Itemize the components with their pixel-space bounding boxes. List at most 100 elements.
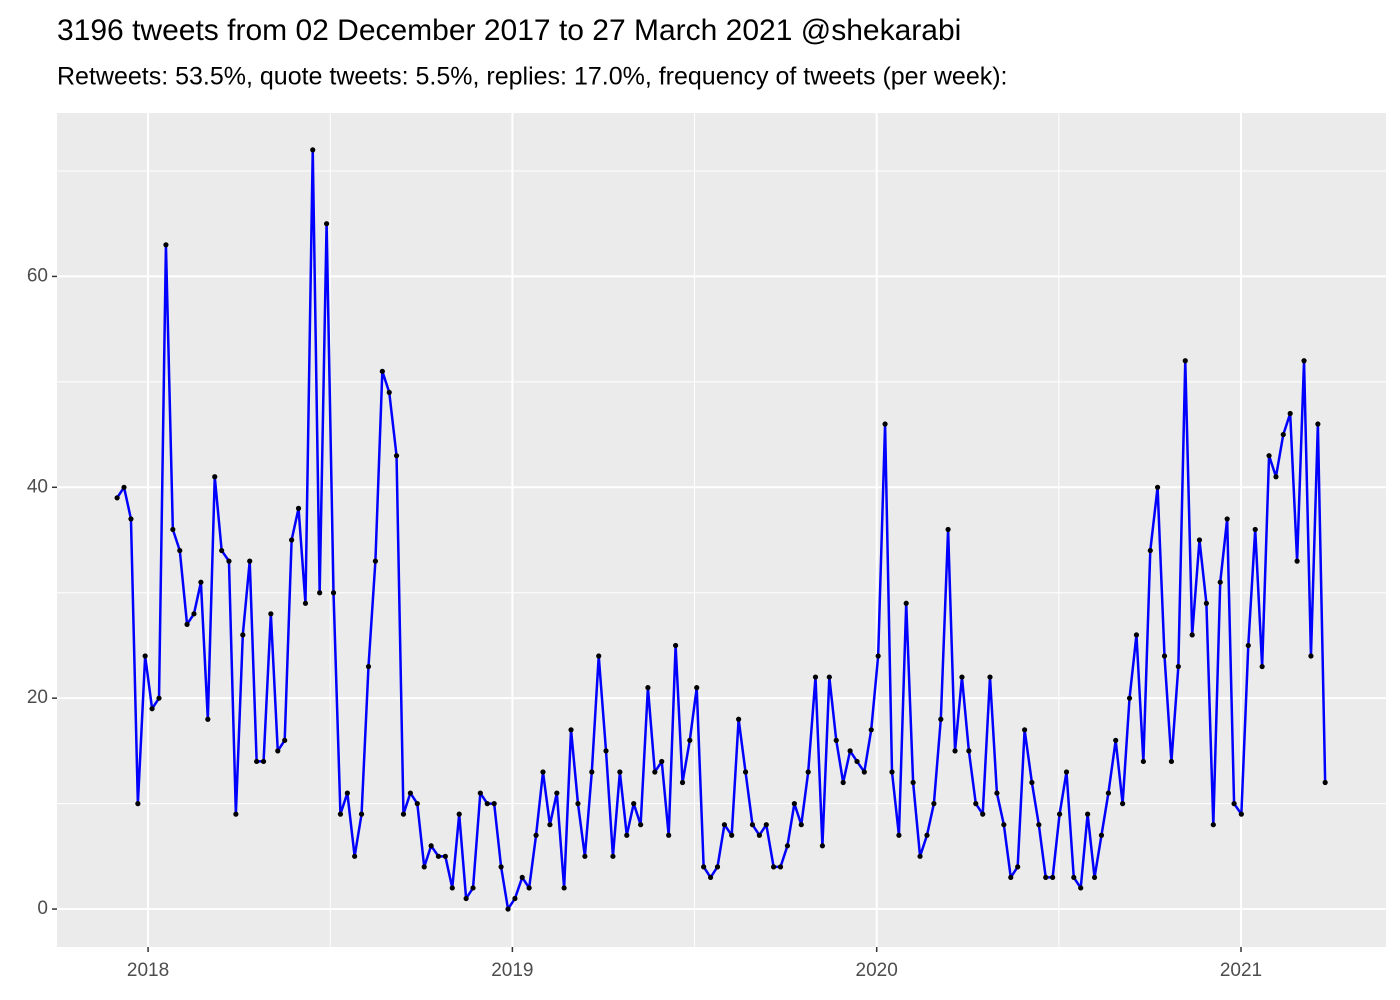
data-point [1196, 537, 1203, 543]
data-point [1098, 832, 1105, 838]
x-tick-label: 2020 [856, 960, 898, 981]
data-point [184, 621, 190, 627]
data-point [400, 811, 407, 817]
data-point [959, 674, 965, 680]
data-point [1322, 779, 1328, 786]
data-point [505, 906, 511, 912]
data-point [931, 801, 937, 807]
data-point [1126, 695, 1133, 701]
data-point [610, 853, 616, 859]
data-point [952, 748, 958, 754]
data-point [379, 368, 385, 374]
data-point [973, 801, 979, 807]
y-tick-label: 60 [27, 265, 48, 286]
data-point [1294, 558, 1300, 564]
data-point [561, 885, 567, 891]
data-point [1120, 801, 1126, 807]
series-line [116, 148, 1327, 911]
data-point [624, 832, 630, 838]
data-point [1022, 727, 1028, 733]
data-point [854, 758, 860, 765]
data-point [1189, 632, 1195, 638]
data-point [819, 843, 826, 849]
data-point [1133, 632, 1140, 638]
data-point [875, 653, 881, 659]
data-point [645, 685, 651, 691]
data-point [1259, 663, 1265, 670]
data-point [1231, 801, 1237, 807]
data-point [1224, 516, 1230, 522]
chart-title: 3196 tweets from 02 December 2017 to 27 … [57, 14, 961, 47]
data-point [575, 801, 581, 807]
data-point [729, 832, 735, 838]
data-point [282, 737, 288, 743]
data-point [896, 832, 902, 838]
data-point [938, 716, 944, 722]
data-point [1301, 358, 1307, 364]
data-point [1308, 653, 1314, 659]
data-point [302, 600, 309, 606]
data-point [1203, 600, 1209, 606]
data-point [833, 737, 839, 743]
data-point [477, 790, 483, 796]
data-point [1015, 864, 1021, 870]
data-point [449, 885, 455, 891]
data-point [840, 779, 846, 786]
data-point [393, 453, 400, 459]
data-point [498, 864, 504, 870]
data-point [1078, 885, 1084, 891]
data-point [526, 885, 532, 891]
data-point [205, 716, 211, 722]
data-point [198, 579, 204, 585]
data-point [1001, 822, 1007, 828]
data-point [275, 748, 281, 754]
data-point [687, 737, 693, 743]
data-point [882, 421, 888, 427]
data-point [407, 790, 413, 796]
data-point [1147, 547, 1153, 554]
data-point [924, 832, 930, 838]
data-point [463, 895, 469, 902]
data-point [1182, 358, 1188, 364]
data-point [861, 769, 867, 775]
data-point [344, 790, 350, 796]
data-point [1140, 758, 1146, 765]
data-point [1091, 874, 1098, 881]
data-point [917, 853, 923, 859]
data-point [910, 779, 916, 786]
data-point [233, 811, 239, 817]
x-tick-label: 2019 [491, 960, 533, 981]
data-point [701, 864, 707, 870]
data-point [798, 822, 804, 828]
data-point [777, 864, 784, 870]
data-point [679, 779, 686, 786]
data-point [1071, 874, 1077, 881]
data-point [672, 642, 679, 649]
data-point [512, 895, 518, 902]
data-point [442, 853, 448, 859]
data-point [736, 716, 742, 722]
data-point [121, 484, 127, 490]
data-point [295, 505, 302, 511]
data-point [247, 558, 253, 564]
data-point [554, 790, 560, 796]
data-point [980, 811, 986, 817]
data-point [1280, 431, 1286, 438]
data-point [240, 632, 246, 638]
data-point [1273, 474, 1279, 480]
data-point [1029, 779, 1035, 786]
data-point [812, 674, 819, 680]
data-point [631, 801, 637, 807]
data-point [1287, 410, 1293, 417]
data-point [603, 748, 609, 754]
data-point [694, 685, 700, 691]
data-point [540, 769, 546, 775]
data-point [1154, 484, 1161, 490]
data-point [1175, 663, 1181, 670]
data-point [177, 547, 183, 554]
data-point [784, 843, 791, 849]
data-point [868, 727, 874, 733]
data-point [666, 832, 672, 838]
data-point [707, 874, 714, 881]
